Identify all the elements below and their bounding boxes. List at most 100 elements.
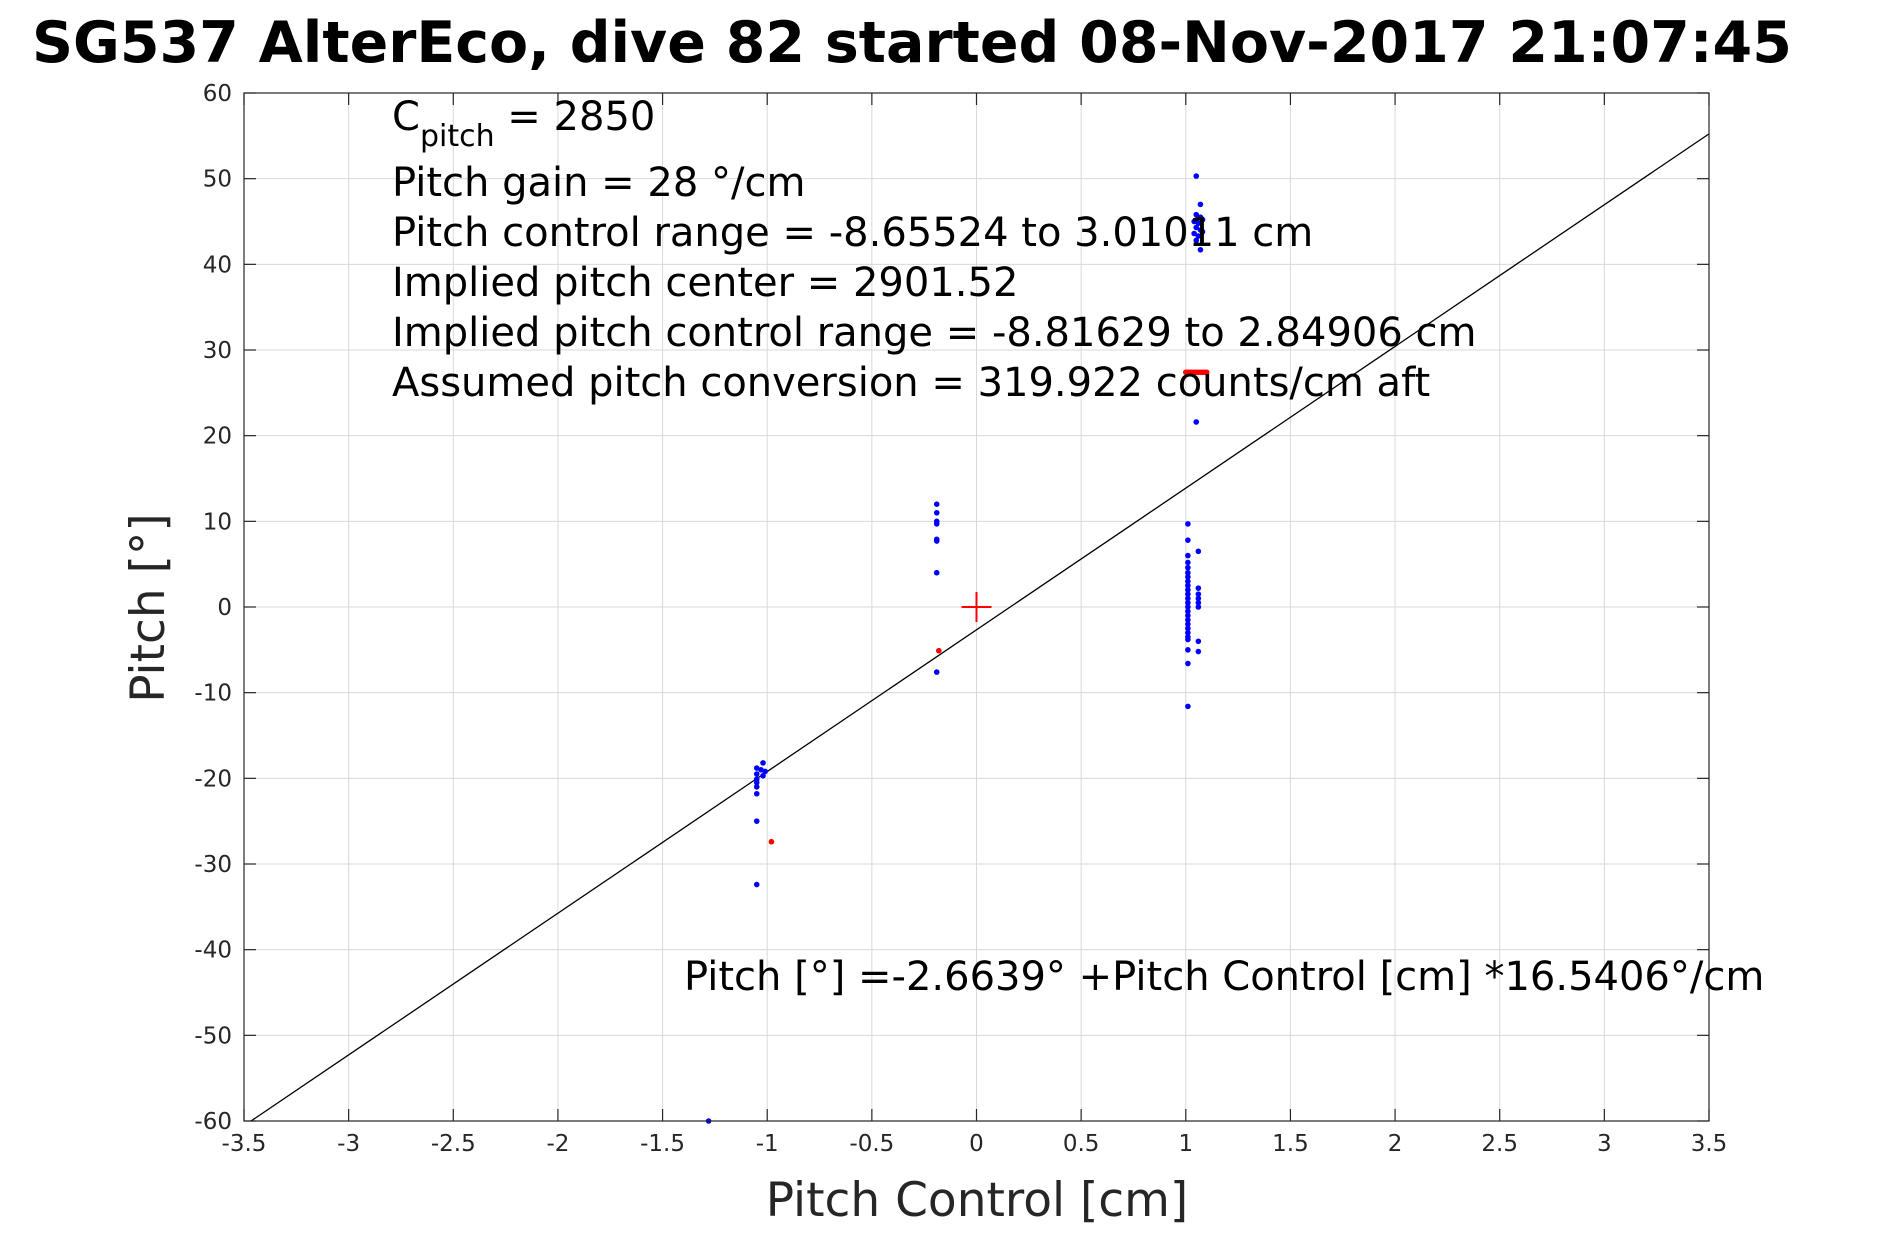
data-point-blue	[760, 760, 766, 766]
y-tick-label: 10	[203, 509, 232, 535]
data-point-blue	[933, 569, 940, 576]
data-point-blue	[1195, 638, 1202, 645]
data-point-blue	[1185, 647, 1191, 653]
data-point-blue	[753, 881, 760, 888]
plot-frame	[243, 92, 1710, 1122]
data-point-blue	[1195, 591, 1202, 597]
x-tick-label: -0.5	[849, 1131, 894, 1157]
data-point-blue	[1185, 559, 1191, 566]
x-tick-label: -1	[756, 1131, 779, 1157]
data-point-blue	[1197, 246, 1204, 253]
x-tick-label: 2.5	[1481, 1131, 1518, 1157]
data-point-blue	[753, 779, 760, 786]
data-point-blue	[753, 784, 760, 790]
data-point-blue	[1195, 233, 1202, 239]
data-point-blue	[1197, 201, 1204, 208]
x-tick-label: -2.5	[431, 1131, 476, 1157]
data-point-blue	[1195, 604, 1202, 610]
y-tick-label: -60	[194, 1109, 232, 1135]
data-point-blue	[1185, 703, 1191, 710]
implied-center-annotation: Implied pitch center = 2901.52	[392, 260, 1018, 306]
data-point-blue	[1185, 587, 1191, 593]
center-plus-marker	[961, 592, 992, 622]
x-tick-label: -3	[337, 1131, 360, 1157]
y-tick-label: -40	[194, 938, 232, 964]
data-point-blue	[1191, 218, 1197, 225]
data-point-blue	[1185, 578, 1191, 585]
data-point-blue	[762, 768, 768, 775]
center-marker-layer	[961, 592, 992, 622]
y-tick-label: -10	[194, 681, 232, 707]
data-point-blue	[1185, 604, 1191, 610]
data-point-blue	[1185, 629, 1191, 636]
data-point-blue	[1195, 595, 1202, 602]
data-point-blue	[1185, 591, 1191, 597]
y-tick-label: 50	[203, 167, 232, 193]
data-point-blue	[1199, 228, 1206, 235]
x-tick-label: 1.5	[1272, 1131, 1309, 1157]
data-point-blue	[1185, 574, 1191, 580]
x-tick-label: 3.5	[1691, 1131, 1728, 1157]
data-point-red	[768, 838, 775, 845]
data-point-blue	[753, 771, 760, 777]
data-point-blue	[1185, 612, 1191, 619]
data-point-blue	[1195, 585, 1202, 591]
data-point-blue	[933, 501, 940, 508]
data-point-blue	[1191, 230, 1197, 237]
data-point-blue	[1195, 599, 1202, 606]
pitch-gain-annotation: Pitch gain = 28 °/cm	[392, 160, 805, 206]
data-point-blue	[1195, 548, 1202, 555]
x-tick-label: -3.5	[222, 1131, 267, 1157]
implied-range-annotation: Implied pitch control range = -8.81629 t…	[392, 310, 1476, 356]
x-tick-label: 0.5	[1063, 1131, 1100, 1157]
fit-line-layer	[250, 133, 1710, 1122]
data-point-blue	[1185, 569, 1191, 576]
data-point-blue	[1185, 617, 1191, 623]
y-tick-label: 0	[217, 595, 232, 621]
y-tick-label: -20	[194, 766, 232, 792]
data-point-blue	[1195, 220, 1202, 227]
y-tick-label: -50	[194, 1023, 232, 1049]
x-tick-label: -2	[546, 1131, 569, 1157]
y-tick-label: 60	[203, 81, 232, 107]
data-point-blue	[753, 818, 760, 824]
data-point-blue	[753, 765, 760, 771]
data-point-blue	[1185, 564, 1191, 571]
data-point-red	[1203, 369, 1210, 376]
c-pitch-annotation: Cpitch = 2850	[392, 94, 655, 154]
data-points	[705, 173, 1210, 1124]
data-point-blue	[1193, 237, 1200, 244]
x-tick-labels: -3.5 -3 -2.5 -2 -1.5 -1 -0.5 0 0.5 1 1.5 2 2.5 3 3.5	[222, 1131, 1728, 1157]
data-point-blue	[758, 766, 764, 773]
data-point-blue	[1185, 582, 1191, 589]
data-point-blue	[1185, 621, 1191, 627]
data-point-blue	[1193, 224, 1200, 231]
data-point-blue	[753, 790, 760, 797]
data-point-blue	[1185, 599, 1191, 606]
y-tick-label: 30	[203, 338, 232, 364]
x-tick-label: 3	[1597, 1131, 1612, 1157]
data-point-blue	[1193, 211, 1200, 218]
x-tick-label: 2	[1388, 1131, 1403, 1157]
data-point-blue	[933, 669, 940, 675]
data-point-blue	[1195, 648, 1202, 655]
conversion-annotation: Assumed pitch conversion = 319.922 count…	[392, 360, 1430, 406]
x-tick-label: -1.5	[640, 1131, 685, 1157]
data-point-blue	[933, 521, 940, 527]
data-point-blue	[1185, 537, 1191, 543]
y-axis-title: Pitch [°]	[121, 513, 176, 703]
data-point-red	[936, 647, 942, 654]
data-point-blue	[1193, 419, 1200, 425]
y-tick-labels: -60 -50 -40 -30 -20 -10 0 10 20 30 40 50 60	[194, 81, 232, 1135]
data-point-blue	[760, 772, 766, 779]
data-point-blue	[1185, 636, 1191, 643]
x-tick-label: 1	[1178, 1131, 1193, 1157]
annotation-block: Cpitch = 2850 Pitch gain = 28 °/cm Pitch…	[392, 94, 1764, 1000]
data-point-blue	[1185, 608, 1191, 615]
data-point-blue	[1199, 216, 1206, 223]
x-tick-label: 0	[969, 1131, 984, 1157]
x-axis-title: Pitch Control [cm]	[766, 1173, 1189, 1228]
data-point-blue	[1185, 660, 1191, 667]
fit-equation-annotation: Pitch [°] =-2.6639° +Pitch Control [cm] …	[684, 954, 1764, 1000]
